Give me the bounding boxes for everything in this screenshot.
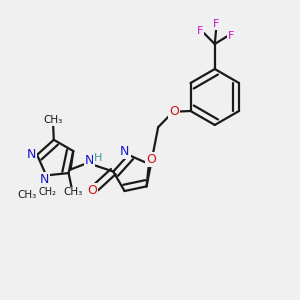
Text: F: F [228, 31, 235, 41]
Text: CH₃: CH₃ [63, 188, 82, 197]
Text: CH₃: CH₃ [17, 190, 37, 200]
Text: H: H [94, 153, 102, 163]
Text: CH₃: CH₃ [44, 116, 63, 125]
Text: O: O [146, 153, 156, 167]
Text: F: F [213, 19, 219, 29]
Text: N: N [120, 145, 130, 158]
Text: CH₂: CH₂ [38, 187, 56, 197]
Text: O: O [87, 184, 97, 196]
Text: N: N [40, 173, 50, 186]
Text: F: F [197, 26, 203, 36]
Text: N: N [27, 148, 36, 161]
Text: O: O [169, 105, 179, 119]
Text: N: N [85, 154, 94, 167]
